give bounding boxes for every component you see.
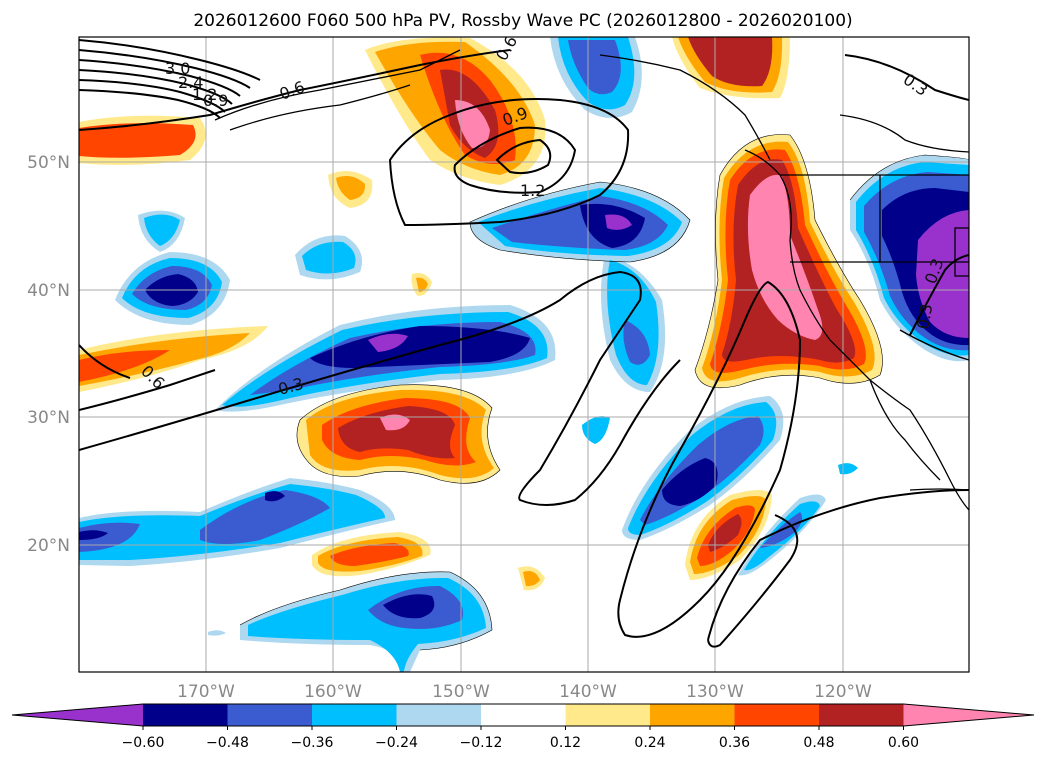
lon-label: 120°W [814,682,872,702]
colorbar-tick-label: 0.24 [634,735,665,751]
lon-label: 170°W [177,682,235,702]
pv-negative-region [302,241,356,274]
colorbar-tick-label: 0.48 [803,735,834,751]
latitude-labels: 50°N 40°N 30°N 20°N [27,153,70,556]
contour-label: 0.9 [203,91,228,110]
graticule [79,37,969,672]
pv-negative-region [79,530,108,540]
colorbar-extend-max [903,704,1034,726]
pv-negative-region [144,214,180,246]
pv-positive-region [79,350,170,382]
lat-label: 40°N [27,281,70,301]
colorbar-tick-label: 0.12 [550,735,581,751]
lon-label: 130°W [686,682,744,702]
pv-anomaly-fills [79,37,969,672]
pv-negative-region [265,491,285,502]
colorbar-tick-label: −0.60 [122,735,165,751]
colorbar: −0.60 −0.48 −0.36 −0.24 −0.12 0.12 0.24 0.36 0.4… [11,703,1035,751]
pv-negative-region [200,490,330,544]
longitude-labels: 170°W 160°W 150°W 140°W 130°W 120°W [177,682,872,702]
figure-title: 2026012600 F060 500 hPa PV, Rossby Wave … [193,11,852,31]
colorbar-segment [227,704,313,726]
contour-label: 1.2 [520,181,545,200]
lat-label: 20°N [27,536,70,556]
pv-negative-region [310,326,530,368]
contour-label: 3.0 [165,59,190,78]
pv-negative-region [662,458,718,506]
pv-positive-region [523,571,540,587]
colorbar-extend-min [12,704,143,726]
lat-label: 30°N [27,408,70,428]
pv-positive-region [336,176,366,200]
contour-label: 0.3 [913,302,936,330]
pv-negative-region [568,40,621,95]
pv-positive-region [79,123,196,158]
colorbar-tick-label: 0.36 [719,735,750,751]
pv-positive-region [455,100,490,149]
colorbar-tick-label: 0.60 [888,735,919,751]
colorbar-segment [143,704,228,726]
pv-positive-region [338,406,455,459]
colorbar-segment [396,704,482,726]
colorbar-tick-label: −0.24 [375,735,418,751]
pv-positive-region [330,543,409,566]
pv-positive-region [708,514,742,552]
contour-label: 2.4 [178,73,203,92]
colorbar-segment [734,704,820,726]
pv-negative-region [605,214,632,230]
lat-label: 50°N [27,153,70,173]
pv-positive-region [79,333,250,386]
pv-positive-region [380,414,410,431]
colorbar-segment [650,704,735,726]
pv-contours [79,39,969,648]
pv-negative-region [582,416,610,444]
pv-positive-region [416,277,428,292]
pv-positive-region [688,37,773,87]
colorbar-segment [312,704,397,726]
map-panel: 3.0 2.4 1.2 0.9 0.6 0.6 0.9 1.2 0.3 0.6 … [78,36,970,673]
colorbar-segment [565,704,651,726]
pv-negative-region [623,320,650,365]
anomaly-outlines [239,134,969,651]
colorbar-tick-label: −0.48 [206,735,249,751]
pv-negative-region [383,594,435,619]
colorbar-segment [819,704,904,726]
colorbar-tick-label: −0.36 [291,735,334,751]
colorbar-tick-label: −0.12 [460,735,503,751]
pv-negative-region [208,630,226,636]
colorbar-segment [481,704,566,726]
lon-label: 160°W [304,682,362,702]
contour-label: 1.2 [192,85,217,104]
lon-label: 140°W [559,682,617,702]
lon-label: 150°W [432,682,490,702]
pv-negative-region [368,333,408,352]
